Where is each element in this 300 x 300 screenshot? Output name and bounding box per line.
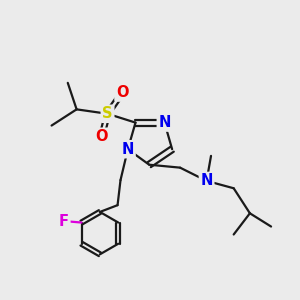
Text: S: S	[102, 106, 113, 121]
Text: F: F	[59, 214, 69, 229]
Text: N: N	[158, 115, 171, 130]
Text: O: O	[116, 85, 128, 100]
Text: N: N	[122, 142, 134, 157]
Text: N: N	[200, 173, 213, 188]
Text: O: O	[95, 129, 108, 144]
